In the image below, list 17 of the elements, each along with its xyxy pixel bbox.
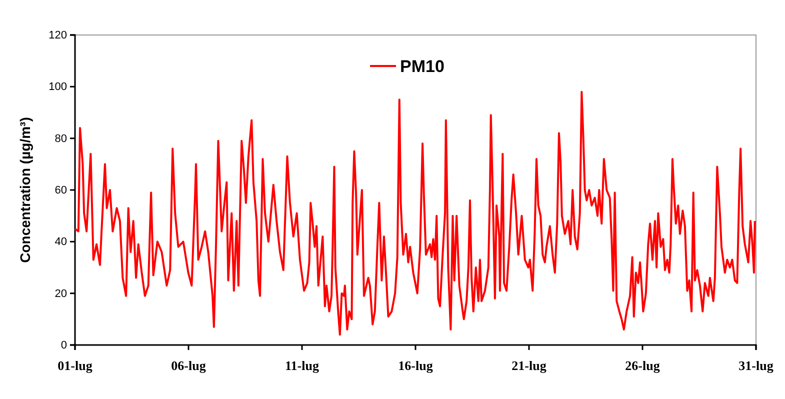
x-tick-label: 31-lug xyxy=(738,358,774,373)
y-tick-label: 100 xyxy=(48,81,67,94)
y-tick-label: 80 xyxy=(54,132,67,145)
y-tick-label: 40 xyxy=(54,236,67,248)
line-series xyxy=(74,90,756,336)
x-tick-label: 06-lug xyxy=(171,358,206,373)
x-tick-label: 26-lug xyxy=(625,358,660,373)
y-tick-label: 120 xyxy=(48,30,67,42)
x-tick-label: 16-lug xyxy=(398,358,434,373)
y-tick-label: 0 xyxy=(60,340,67,352)
legend-label: PM10 xyxy=(400,57,444,76)
y-axis-title: Concentration (µg/m³) xyxy=(17,117,33,263)
x-tick-label: 21-lug xyxy=(512,358,547,373)
y-tick-label: 60 xyxy=(54,184,67,197)
y-tick-label: 20 xyxy=(54,288,67,300)
x-tick-label: 01-lug xyxy=(58,358,93,373)
x-tick-label: 11-lug xyxy=(285,358,320,373)
